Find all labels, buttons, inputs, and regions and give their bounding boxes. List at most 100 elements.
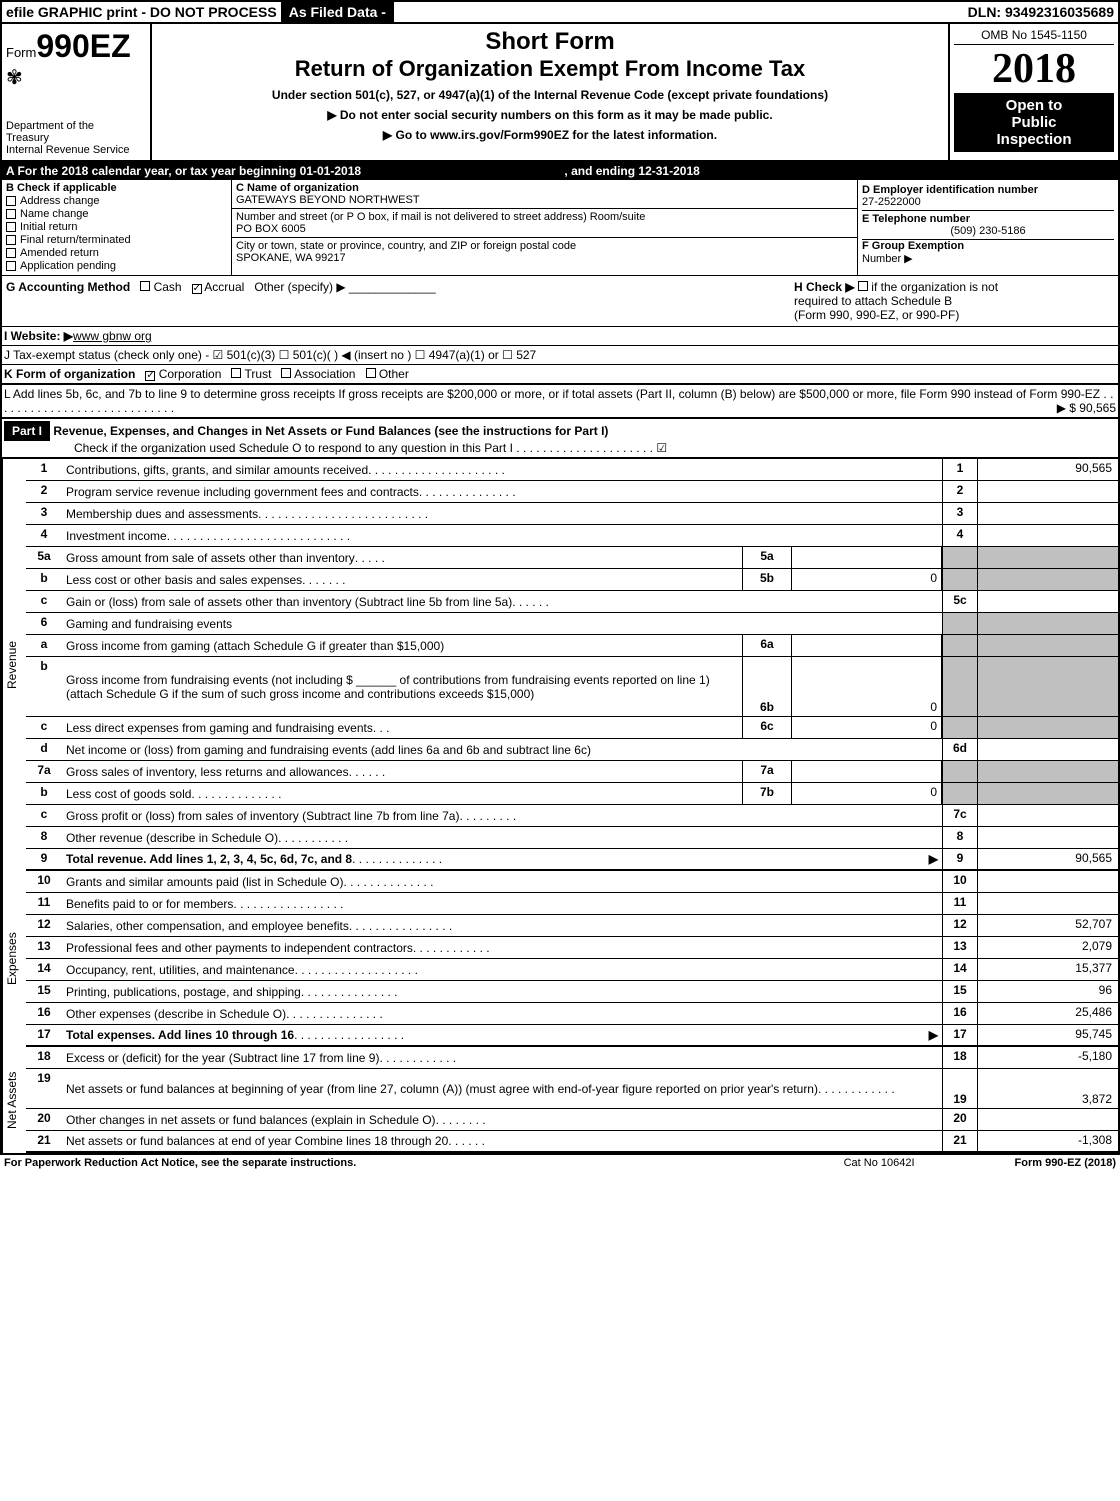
checkbox-address-change[interactable] bbox=[6, 196, 16, 206]
line-8-nc: 8 bbox=[942, 827, 978, 848]
line-4-num: 4 bbox=[26, 525, 62, 546]
b-item-2: Initial return bbox=[20, 221, 77, 233]
tax-year: 2018 bbox=[954, 45, 1114, 93]
line-2-desc: Program service revenue including govern… bbox=[66, 485, 419, 499]
line-6d-nc: 6d bbox=[942, 739, 978, 760]
checkbox-accrual[interactable] bbox=[192, 284, 202, 294]
g-cash: Cash bbox=[154, 280, 182, 294]
line-19-nc: 19 bbox=[942, 1069, 978, 1108]
line-4-val bbox=[978, 525, 1118, 546]
line-9-val: 90,565 bbox=[978, 849, 1118, 869]
line-6a-desc: Gross income from gaming (attach Schedul… bbox=[66, 639, 444, 653]
subtitle-1: Under section 501(c), 527, or 4947(a)(1)… bbox=[156, 88, 944, 102]
line-5a-num: 5a bbox=[26, 547, 62, 568]
open-line3: Inspection bbox=[958, 131, 1110, 148]
line-2-num: 2 bbox=[26, 481, 62, 502]
line-19-desc: Net assets or fund balances at beginning… bbox=[66, 1082, 818, 1096]
checkbox-other-org[interactable] bbox=[366, 368, 376, 378]
org-city: SPOKANE, WA 99217 bbox=[236, 252, 853, 264]
line-6-greycol bbox=[942, 613, 978, 634]
line-17-num: 17 bbox=[26, 1025, 62, 1045]
line-6b-desc: Gross income from fundraising events (no… bbox=[66, 673, 738, 701]
checkbox-h[interactable] bbox=[858, 281, 868, 291]
dln-label: DLN: 93492316035689 bbox=[964, 2, 1118, 22]
form-number: 990EZ bbox=[36, 28, 130, 64]
h-text1: if the organization is not bbox=[871, 280, 998, 294]
line-6d-desc: Net income or (loss) from gaming and fun… bbox=[66, 743, 591, 757]
d-tel-label: E Telephone number bbox=[862, 213, 970, 225]
checkbox-trust[interactable] bbox=[231, 368, 241, 378]
line-6b-greycol bbox=[942, 657, 978, 716]
line-6c-ib: 6c bbox=[742, 717, 792, 738]
line-6b-greyval bbox=[978, 657, 1118, 716]
omb-number: OMB No 1545-1150 bbox=[954, 28, 1114, 45]
line-7c-num: c bbox=[26, 805, 62, 826]
revenue-side-label: Revenue bbox=[2, 459, 26, 871]
line-12-desc: Salaries, other compensation, and employ… bbox=[66, 919, 349, 933]
line-6b-ib: 6b bbox=[742, 657, 792, 716]
checkbox-association[interactable] bbox=[281, 368, 291, 378]
open-public-badge: Open to Public Inspection bbox=[954, 93, 1114, 152]
l-value: ▶ $ 90,565 bbox=[1057, 401, 1116, 415]
checkbox-corporation[interactable] bbox=[145, 371, 155, 381]
line-14-val: 15,377 bbox=[978, 959, 1118, 980]
h-text2: required to attach Schedule B bbox=[794, 294, 952, 308]
line-4-desc: Investment income bbox=[66, 529, 167, 543]
line-11-desc: Benefits paid to or for members bbox=[66, 897, 233, 911]
open-line1: Open to bbox=[958, 97, 1110, 114]
line-1-val: 90,565 bbox=[978, 459, 1118, 480]
net-assets-section: Net Assets 18Excess or (deficit) for the… bbox=[2, 1047, 1118, 1153]
expenses-side-label: Expenses bbox=[2, 871, 26, 1047]
line-9-nc: 9 bbox=[942, 849, 978, 869]
b-item-1: Name change bbox=[20, 208, 89, 220]
line-9-num: 9 bbox=[26, 849, 62, 869]
org-address: PO BOX 6005 bbox=[236, 223, 853, 235]
line-6-desc: Gaming and fundraising events bbox=[66, 617, 232, 631]
checkbox-name-change[interactable] bbox=[6, 209, 16, 219]
c-name-label: C Name of organization bbox=[236, 182, 359, 194]
checkbox-cash[interactable] bbox=[140, 281, 150, 291]
line-6a-greycol bbox=[942, 635, 978, 656]
line-1-nc: 1 bbox=[942, 459, 978, 480]
line-10-num: 10 bbox=[26, 871, 62, 892]
d-ein-label: D Employer identification number bbox=[862, 184, 1038, 196]
line-5b-desc: Less cost or other basis and sales expen… bbox=[66, 573, 302, 587]
line-5b-num: b bbox=[26, 569, 62, 590]
line-7a-desc: Gross sales of inventory, less returns a… bbox=[66, 765, 349, 779]
line-11-num: 11 bbox=[26, 893, 62, 914]
line-7c-nc: 7c bbox=[942, 805, 978, 826]
line-17-nc: 17 bbox=[942, 1025, 978, 1045]
line-6b-iv: 0 bbox=[792, 657, 942, 716]
checkbox-amended-return[interactable] bbox=[6, 248, 16, 258]
line-2-val bbox=[978, 481, 1118, 502]
checkbox-initial-return[interactable] bbox=[6, 222, 16, 232]
line-14-nc: 14 bbox=[942, 959, 978, 980]
short-form-label: Short Form bbox=[156, 28, 944, 56]
checkbox-final-return[interactable] bbox=[6, 235, 16, 245]
line-21-val: -1,308 bbox=[978, 1131, 1118, 1151]
eagle-icon: ✾ bbox=[6, 65, 146, 90]
part1-label: Part I bbox=[4, 421, 50, 441]
part1-check: ☑ bbox=[656, 441, 667, 455]
line-5c-val bbox=[978, 591, 1118, 612]
net-assets-side-label: Net Assets bbox=[2, 1047, 26, 1153]
line-20-desc: Other changes in net assets or fund bala… bbox=[66, 1113, 436, 1127]
line-3-num: 3 bbox=[26, 503, 62, 524]
line-7a-ib: 7a bbox=[742, 761, 792, 782]
line-3-nc: 3 bbox=[942, 503, 978, 524]
line-6c-desc: Less direct expenses from gaming and fun… bbox=[66, 721, 373, 735]
checkbox-application-pending[interactable] bbox=[6, 261, 16, 271]
line-11-val bbox=[978, 893, 1118, 914]
line-8-val bbox=[978, 827, 1118, 848]
d-group-number: Number ▶ bbox=[862, 252, 1114, 265]
line-20-num: 20 bbox=[26, 1109, 62, 1130]
title-column: Short Form Return of Organization Exempt… bbox=[152, 24, 948, 160]
line-6c-greyval bbox=[978, 717, 1118, 738]
line-7a-greycol bbox=[942, 761, 978, 782]
line-7b-greycol bbox=[942, 783, 978, 804]
line-15-desc: Printing, publications, postage, and shi… bbox=[66, 985, 301, 999]
line-7a-greyval bbox=[978, 761, 1118, 782]
info-block: B Check if applicable Address change Nam… bbox=[2, 180, 1118, 276]
line-7a-iv bbox=[792, 761, 942, 782]
tel-value: (509) 230-5186 bbox=[862, 225, 1114, 237]
